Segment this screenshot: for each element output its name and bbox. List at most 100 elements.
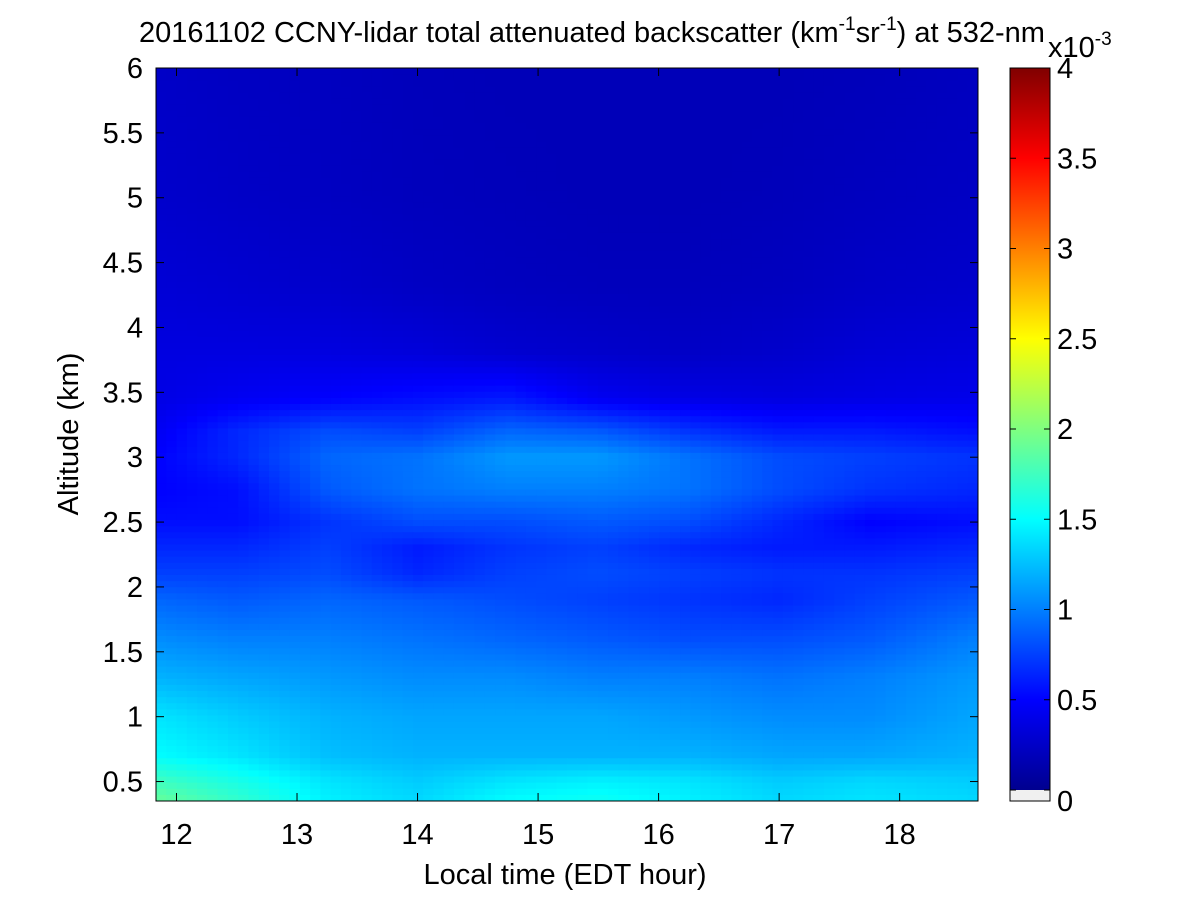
heatmap-cell (690, 226, 702, 234)
heatmap-cell (258, 135, 270, 142)
heatmap-cell (227, 294, 239, 301)
heatmap-cell (680, 385, 691, 393)
heatmap-cell (156, 68, 167, 75)
heatmap-cell (371, 245, 383, 252)
heatmap-cell (967, 434, 978, 442)
heatmap-cell (680, 257, 691, 265)
heatmap-cell (484, 373, 496, 381)
heatmap-cell (330, 202, 342, 210)
heatmap-cell (515, 263, 527, 271)
heatmap-cell (443, 336, 455, 344)
heatmap-cell (330, 361, 342, 368)
heatmap-cell (710, 306, 722, 313)
heatmap-cell (197, 410, 208, 417)
heatmap-cell (289, 122, 301, 130)
heatmap-cell (320, 214, 332, 222)
heatmap-cell (556, 129, 568, 136)
heatmap-cell (597, 141, 609, 149)
heatmap-cell (906, 104, 917, 112)
heatmap-cell (772, 355, 784, 362)
heatmap-cell (577, 336, 589, 344)
heatmap-cell (474, 104, 486, 112)
heatmap-cell (649, 104, 661, 112)
heatmap-cell (474, 202, 486, 210)
heatmap-cell (608, 98, 619, 106)
heatmap-cell (484, 86, 496, 94)
heatmap-cell (279, 239, 291, 246)
heatmap-cell (772, 300, 784, 307)
heatmap-cell (793, 122, 804, 130)
heatmap-cell (700, 165, 712, 173)
heatmap-cell (967, 245, 978, 252)
heatmap-cell (258, 318, 270, 326)
heatmap-cell (371, 257, 383, 265)
heatmap-cell (823, 434, 835, 442)
heatmap-cell (875, 306, 887, 313)
heatmap-cell (423, 330, 435, 338)
heatmap-cell (289, 232, 301, 240)
heatmap-cell (762, 232, 774, 240)
heatmap-cell (762, 147, 774, 155)
heatmap-cell (649, 434, 661, 442)
heatmap-cell (926, 416, 938, 423)
heatmap-cell (793, 342, 804, 350)
heatmap-cell (721, 153, 733, 161)
heatmap-cell (957, 379, 969, 387)
heatmap-cell (659, 239, 671, 246)
heatmap-cell (433, 373, 445, 381)
heatmap-cell (525, 373, 537, 381)
heatmap-cell (834, 422, 846, 429)
heatmap-cell (279, 98, 291, 106)
heatmap-cell (186, 129, 198, 136)
heatmap-cell (751, 355, 763, 362)
heatmap-cell (382, 74, 393, 81)
heatmap-cell (546, 74, 558, 81)
heatmap-cell (556, 385, 568, 393)
heatmap-cell (916, 147, 928, 155)
heatmap-cell (320, 202, 332, 210)
heatmap-cell (710, 348, 722, 356)
heatmap-cell (186, 251, 198, 258)
heatmap-cell (906, 373, 917, 381)
heatmap-cell (453, 122, 465, 130)
heatmap-cell (649, 385, 661, 393)
heatmap-cell (166, 159, 178, 167)
heatmap-cell (402, 403, 414, 411)
heatmap-cell (803, 385, 815, 393)
heatmap-cell (443, 403, 455, 411)
heatmap-cell (906, 190, 917, 197)
heatmap-cell (567, 428, 578, 436)
heatmap-cell (936, 312, 948, 320)
heatmap-cell (176, 422, 188, 429)
heatmap-cell (680, 318, 691, 326)
heatmap-cell (803, 135, 815, 142)
heatmap-cell (741, 300, 753, 307)
heatmap-cell (649, 330, 661, 338)
heatmap-cell (351, 336, 363, 344)
heatmap-cell (618, 196, 630, 203)
heatmap-cell (156, 287, 167, 295)
heatmap-cell (423, 245, 435, 252)
heatmap-cell (207, 202, 219, 210)
heatmap-cell (854, 190, 866, 197)
heatmap-cell (608, 147, 619, 155)
heatmap-cell (299, 141, 311, 149)
heatmap-cell (813, 159, 825, 167)
heatmap-cell (217, 312, 229, 320)
heatmap-cell (176, 98, 188, 106)
heatmap-cell (638, 104, 650, 112)
heatmap-cell (823, 92, 835, 100)
heatmap-cell (433, 361, 445, 368)
heatmap-cell (269, 98, 280, 106)
heatmap-cell (638, 336, 650, 344)
heatmap-cell (443, 318, 455, 326)
heatmap-cell (895, 245, 907, 252)
heatmap-cell (649, 171, 661, 179)
heatmap-cell (186, 141, 198, 149)
heatmap-cell (659, 190, 671, 197)
heatmap-cell (803, 116, 815, 124)
heatmap-cell (813, 330, 825, 338)
heatmap-cell (669, 367, 681, 375)
heatmap-cell (834, 348, 846, 356)
heatmap-cell (156, 80, 167, 87)
